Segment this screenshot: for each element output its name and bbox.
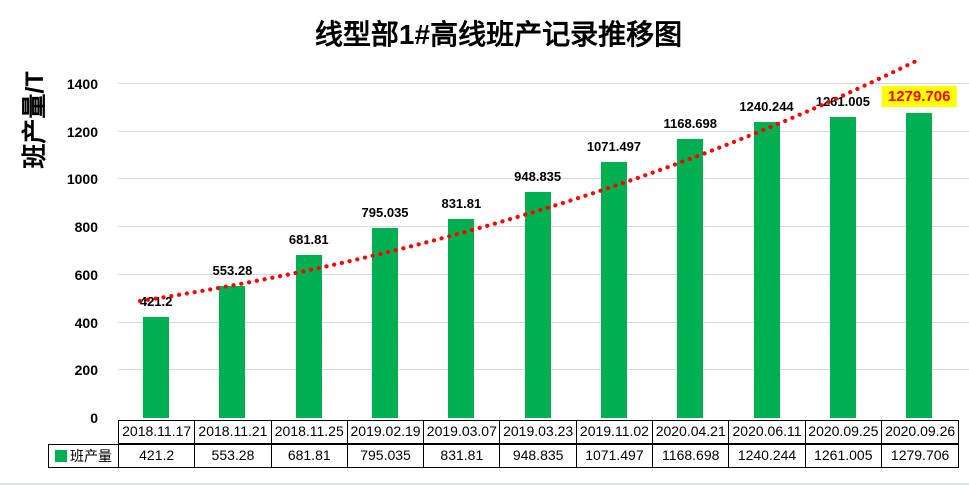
- y-tick-label: 400: [74, 314, 98, 331]
- bar-data-label: 1240.244: [739, 99, 794, 114]
- table-date-cell: 2019.03.07: [424, 421, 501, 443]
- y-tick-label: 0: [90, 410, 98, 426]
- bar-data-label: 681.81: [288, 232, 329, 248]
- bar: [600, 162, 627, 418]
- table-date-cell: 2018.11.17: [119, 421, 196, 443]
- table-date-cell: 2018.11.21: [195, 421, 272, 443]
- legend-label: 班产量: [70, 448, 112, 464]
- table-value-cell: 1261.005: [806, 445, 882, 467]
- table-value-cell: 948.835: [500, 445, 577, 467]
- table-date-cell: 2019.03.23: [500, 421, 577, 443]
- table-value-cell: 681.81: [272, 445, 348, 467]
- gridline: [118, 82, 969, 84]
- bar-data-label: 1168.698: [663, 116, 718, 132]
- table-date-cell: 2018.11.25: [272, 421, 348, 443]
- table-dates-row: 2018.11.17 2018.11.21 2018.11.25 2019.02.19…: [118, 420, 959, 444]
- bar-data-label: 1071.497: [586, 139, 642, 155]
- table-value-cell: 1168.698: [653, 445, 730, 467]
- y-tick-label: 1000: [66, 171, 98, 188]
- plot-area: 421.2 553.28 681.81 795.035 831.81 948.835 107…: [118, 60, 969, 418]
- bar: [906, 112, 933, 418]
- y-tick-label: 1200: [66, 123, 98, 140]
- table-date-cell: 2020.09.26: [885, 423, 956, 439]
- table-date-cell: 2019.02.19: [348, 421, 425, 443]
- bar-data-label: 795.035: [361, 205, 409, 221]
- bar: [677, 139, 704, 418]
- bar-data-label: 1279.706: [881, 85, 957, 107]
- bar-data-label: 831.81: [441, 196, 482, 212]
- bar-data-label: 553.28: [212, 262, 253, 278]
- bar: [143, 317, 170, 418]
- bar: [448, 219, 475, 418]
- table-value-cell: 1240.244: [729, 445, 806, 467]
- chart-title: 线型部1#高线班产记录推移图: [314, 19, 683, 50]
- bar-data-label: 421.2: [139, 294, 173, 310]
- bar: [219, 285, 246, 418]
- bar: [372, 228, 399, 418]
- legend-swatch-icon: [55, 450, 67, 462]
- bar: [753, 122, 780, 418]
- table-value-cell: 553.28: [195, 445, 272, 467]
- table-value-cell: 1279.706: [890, 447, 950, 463]
- table-values-row: 班产量 421.2 553.28 681.81 795.035 831.81 948.83…: [48, 444, 959, 468]
- table-date-cell: 2020.09.25: [806, 421, 882, 443]
- y-tick-label: 600: [74, 266, 98, 283]
- bar: [829, 117, 856, 418]
- window-bottom-edge: [0, 483, 969, 485]
- table-date-cell: 2020.06.11: [729, 421, 806, 443]
- y-tick-label: 800: [74, 219, 98, 236]
- table-date-cell: 2020.04.21: [653, 421, 730, 443]
- table-date-cell: 2019.11.02: [577, 421, 654, 443]
- y-tick-label: 200: [74, 362, 98, 379]
- legend-cell: 班产量: [49, 445, 119, 467]
- table-value-cell: 831.81: [424, 445, 501, 467]
- bar: [295, 255, 322, 418]
- table-value-cell: 1071.497: [577, 445, 654, 467]
- bar-data-label: 948.835: [514, 168, 562, 184]
- bar: [524, 191, 551, 418]
- table-value-cell: 421.2: [119, 445, 196, 467]
- y-axis-ticks: 0 200 400 600 800 1000 1200 1400: [0, 60, 104, 426]
- table-value-cell: 795.035: [348, 445, 425, 467]
- bar-data-label: 1261.005: [815, 94, 870, 110]
- y-tick-label: 1400: [66, 75, 98, 92]
